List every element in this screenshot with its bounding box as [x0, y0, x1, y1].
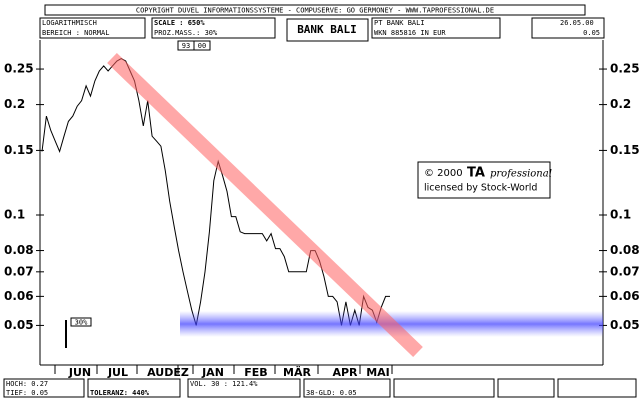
date-box — [531, 17, 605, 39]
x-tick-label: JUN — [68, 366, 91, 379]
y-tick-label-right: 0.25 — [610, 62, 640, 76]
y-tick-label: 0.05 — [4, 318, 34, 332]
title-box — [286, 18, 369, 42]
x-tick-label: MÄR — [283, 365, 311, 379]
y-tick-label-right: 0.1 — [610, 208, 631, 222]
y-tick-label-right: 0.2 — [610, 97, 631, 111]
watermark-year: © 2000 — [424, 168, 463, 179]
y-tick-label: 0.07 — [4, 264, 34, 278]
scale: SCALE : 650% — [154, 19, 205, 27]
x-tick-label: JAN — [201, 366, 224, 379]
vol: VOL. 30 : 121.4% — [190, 380, 258, 388]
tolerance: TOLERANZ: 440% — [90, 389, 150, 397]
name: PT BANK BALI — [374, 19, 425, 27]
high: HOCH: 0.27 — [6, 380, 48, 388]
name-box — [371, 17, 501, 39]
trend-line — [107, 52, 423, 358]
date: 26.05.00 — [560, 19, 594, 27]
x-tick-label: AUDEZ — [147, 366, 189, 379]
watermark-brand2: professional — [490, 169, 552, 180]
y-tick-label-right: 0.06 — [610, 289, 640, 303]
vol-box — [187, 378, 301, 398]
y-tick-label: 0.25 — [4, 62, 34, 76]
y-tick-label-right: 0.15 — [610, 143, 640, 157]
watermark-box — [417, 161, 551, 199]
wkn: WKN 885816 IN EUR — [374, 29, 446, 37]
scale-box — [151, 17, 276, 39]
low: TIEF: 0.05 — [6, 389, 48, 397]
y-tick-label: 0.2 — [4, 97, 25, 111]
y-tick-label-right: 0.08 — [610, 243, 640, 257]
tol-box — [87, 378, 181, 398]
empty-box — [497, 378, 555, 398]
y-tick-label-right: 0.05 — [610, 318, 640, 332]
x-tick-label: FEB — [244, 366, 267, 379]
empty-box — [557, 378, 637, 398]
last: 0.05 — [583, 29, 600, 37]
indicator-label: 30% — [75, 319, 88, 327]
y-tick-label: 0.08 — [4, 243, 34, 257]
y-tick-label: 0.1 — [4, 208, 25, 222]
gld-box — [303, 378, 391, 398]
year-left: 93 — [182, 42, 190, 50]
copyright-box — [44, 4, 586, 16]
copyright: COPYRIGHT DUVEL INFORMATIONSSYSTEME - CO… — [136, 7, 494, 15]
watermark-license: licensed by Stock-World — [424, 183, 537, 194]
gld: 38-GLD: 0.05 — [306, 389, 357, 397]
x-tick-label: JUL — [107, 366, 128, 379]
title: BANK BALI — [297, 23, 357, 36]
x-tick-label: MAI — [366, 366, 390, 379]
hoch-box — [3, 378, 85, 398]
year-right: 00 — [198, 42, 206, 50]
scale-mode: LOGARITHMISCH — [42, 19, 97, 27]
empty-box — [393, 378, 495, 398]
plot: 0.05 0.05 0.06 0.06 0.07 0.07 0.08 0.08 0.1 0.1 0.… — [4, 58, 640, 379]
price-line — [41, 58, 390, 326]
mode-box — [39, 17, 146, 39]
watermark-brand: TA — [467, 166, 485, 181]
x-tick-label: APR — [332, 366, 358, 379]
y-tick-label: 0.06 — [4, 289, 34, 303]
proz: PROZ.MASS.: 30% — [154, 29, 218, 37]
y-tick-label: 0.15 — [4, 143, 34, 157]
indicator-box — [70, 317, 92, 327]
range: BEREICH : NORMAL — [42, 29, 109, 37]
y-tick-label-right: 0.07 — [610, 264, 640, 278]
